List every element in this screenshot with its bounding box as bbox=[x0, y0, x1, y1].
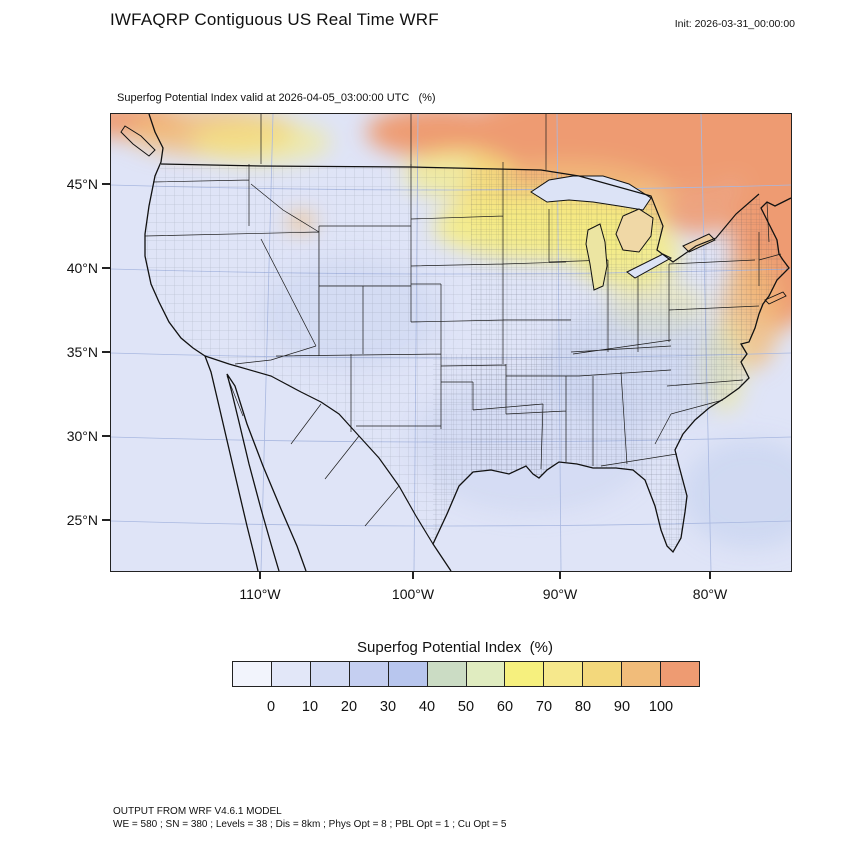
us-canada-border bbox=[160, 163, 760, 263]
legend-colorbar bbox=[232, 661, 700, 687]
x-axis-tick bbox=[259, 571, 261, 579]
legend-cell bbox=[622, 662, 662, 686]
y-tick-label-30n: 30°N bbox=[66, 428, 98, 444]
legend-tick-labels: 0 10 20 30 40 50 60 70 80 90 100 bbox=[232, 699, 700, 717]
x-axis-tick bbox=[559, 571, 561, 579]
y-tick-label-45n: 45°N bbox=[66, 176, 98, 192]
y-axis-tick bbox=[102, 267, 110, 269]
map-frame bbox=[110, 113, 792, 572]
legend-cell bbox=[349, 662, 389, 686]
y-axis-tick bbox=[102, 435, 110, 437]
us-mexico-border bbox=[204, 355, 434, 545]
us-map-svg bbox=[111, 114, 791, 571]
legend-tick-label: 80 bbox=[574, 699, 592, 715]
init-timestamp: Init: 2026-03-31_00:00:00 bbox=[674, 18, 795, 30]
legend-cell bbox=[233, 662, 272, 686]
y-tick-label-25n: 25°N bbox=[66, 512, 98, 528]
y-tick-label-40n: 40°N bbox=[66, 260, 98, 276]
legend-cell bbox=[583, 662, 623, 686]
legend-tick-label: 30 bbox=[379, 699, 397, 715]
field-valid-label: Superfog Potential Index valid at 2026-0… bbox=[117, 92, 436, 104]
y-axis-tick bbox=[102, 519, 110, 521]
legend-tick-label: 10 bbox=[301, 699, 319, 715]
state-boundaries bbox=[144, 162, 782, 470]
lake-michigan bbox=[585, 223, 608, 291]
legend-tick-label: 20 bbox=[340, 699, 358, 715]
great-lakes bbox=[530, 175, 716, 291]
x-axis-tick bbox=[709, 571, 711, 579]
legend-cell bbox=[427, 662, 467, 686]
coastline bbox=[144, 114, 791, 571]
canada-mexico-boundaries bbox=[226, 114, 547, 527]
page-title: IWFAQRP Contiguous US Real Time WRF bbox=[110, 10, 439, 29]
y-axis-tick bbox=[102, 183, 110, 185]
x-tick-label-90w: 90°W bbox=[542, 586, 578, 602]
legend-cell bbox=[388, 662, 428, 686]
legend-cell bbox=[310, 662, 350, 686]
vancouver-island bbox=[120, 125, 156, 157]
x-tick-label-80w: 80°W bbox=[692, 586, 728, 602]
long-island bbox=[764, 291, 787, 305]
legend-cell bbox=[544, 662, 584, 686]
lake-ontario bbox=[682, 233, 716, 253]
legend-tick-label: 90 bbox=[613, 699, 631, 715]
y-axis-tick bbox=[102, 351, 110, 353]
lake-erie bbox=[626, 253, 673, 279]
footer-config-line: WE = 580 ; SN = 380 ; Levels = 38 ; Dis … bbox=[113, 819, 507, 830]
lake-huron bbox=[615, 208, 654, 253]
legend-cell bbox=[271, 662, 311, 686]
legend-tick-label: 0 bbox=[266, 699, 276, 715]
legend-tick-label: 60 bbox=[496, 699, 514, 715]
x-axis-tick bbox=[412, 571, 414, 579]
lake-superior bbox=[530, 175, 652, 211]
legend-tick-label: 70 bbox=[535, 699, 553, 715]
y-tick-label-35n: 35°N bbox=[66, 344, 98, 360]
legend-tick-label: 100 bbox=[648, 699, 674, 715]
legend-cell bbox=[466, 662, 506, 686]
legend-tick-label: 40 bbox=[418, 699, 436, 715]
x-tick-label-110w: 110°W bbox=[239, 586, 281, 602]
footer-model-line: OUTPUT FROM WRF V4.6.1 MODEL bbox=[113, 806, 282, 817]
x-tick-label-100w: 100°W bbox=[391, 586, 435, 602]
legend-title: Superfog Potential Index (%) bbox=[357, 639, 553, 656]
legend-cell bbox=[505, 662, 545, 686]
legend-cell bbox=[661, 662, 700, 686]
legend-tick-label: 50 bbox=[457, 699, 475, 715]
